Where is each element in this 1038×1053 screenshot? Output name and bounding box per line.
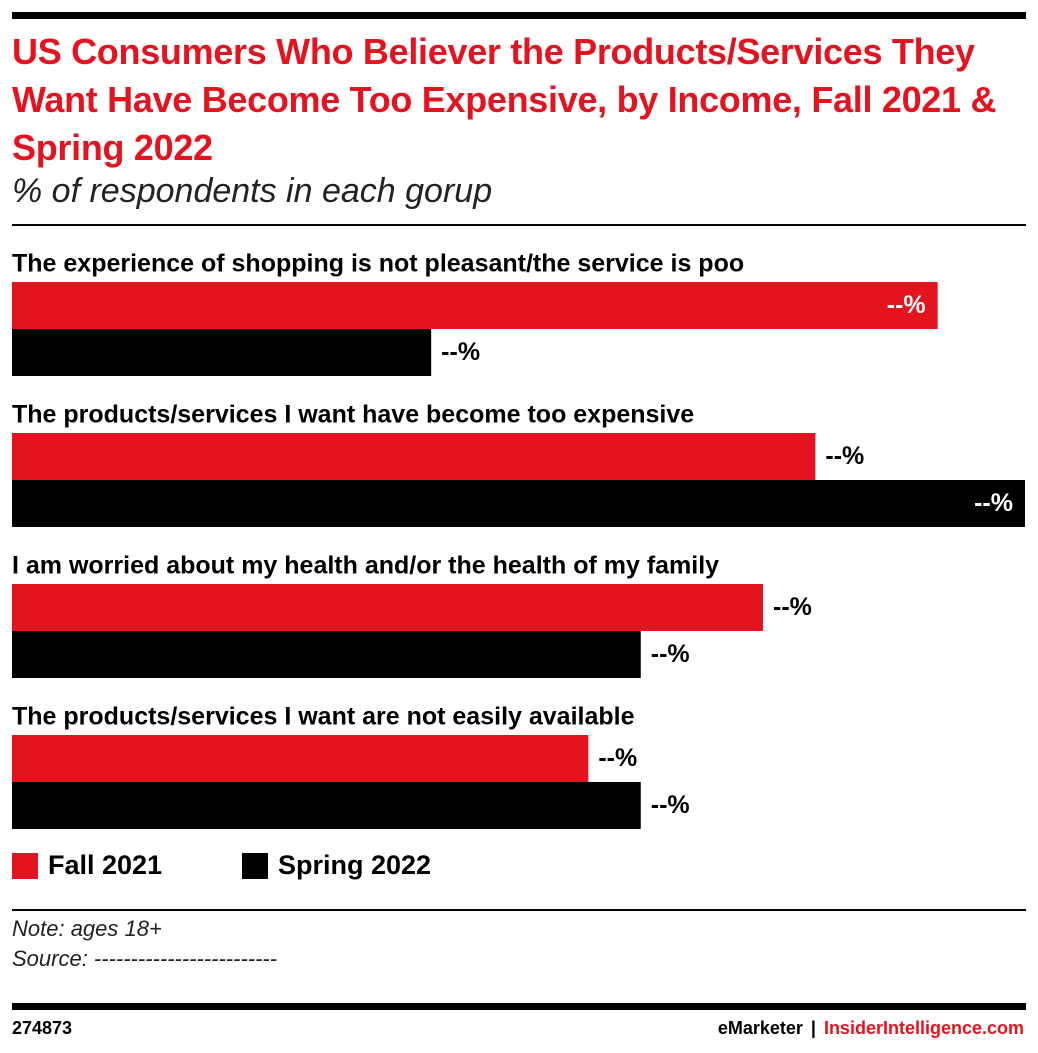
- value-label: --%: [651, 791, 690, 819]
- category-label: The products/services I want are not eas…: [12, 703, 635, 731]
- chart-id: 274873: [12, 1018, 72, 1038]
- category-label: I am worried about my health and/or the …: [12, 552, 719, 580]
- bar: [12, 631, 641, 678]
- bar: [12, 735, 589, 782]
- value-label: --%: [773, 593, 812, 621]
- chart-title: US Consumers Who Believer the Products/S…: [12, 31, 997, 168]
- legend-label: Fall 2021: [48, 850, 162, 880]
- legend-label: Spring 2022: [278, 850, 431, 880]
- bar: [12, 329, 432, 376]
- bar: [12, 782, 641, 829]
- top-rule: [12, 12, 1026, 19]
- source: Source: -------------------------: [12, 946, 277, 971]
- bar: [12, 480, 1025, 527]
- legend-swatch: [12, 853, 38, 879]
- footer: eMarketer | InsiderIntelligence.com: [718, 1018, 1024, 1038]
- value-label: --%: [441, 338, 480, 366]
- value-label: --%: [598, 744, 637, 772]
- note: Note: ages 18+: [12, 916, 162, 941]
- bar: [12, 584, 764, 631]
- bottom-rule: [12, 1003, 1026, 1010]
- site: InsiderIntelligence.com: [824, 1018, 1024, 1038]
- legend-swatch: [242, 853, 268, 879]
- value-label: --%: [974, 489, 1013, 517]
- value-label: --%: [825, 442, 864, 470]
- separator: |: [811, 1018, 816, 1038]
- chart-subtitle: % of respondents in each gorup: [12, 172, 493, 210]
- bar: [12, 282, 938, 329]
- bar: [12, 433, 816, 480]
- category-label: The products/services I want have become…: [12, 401, 694, 429]
- brand: eMarketer: [718, 1018, 803, 1038]
- category-label: The experience of shopping is not pleasa…: [12, 250, 744, 278]
- value-label: --%: [887, 291, 926, 319]
- value-label: --%: [651, 640, 690, 668]
